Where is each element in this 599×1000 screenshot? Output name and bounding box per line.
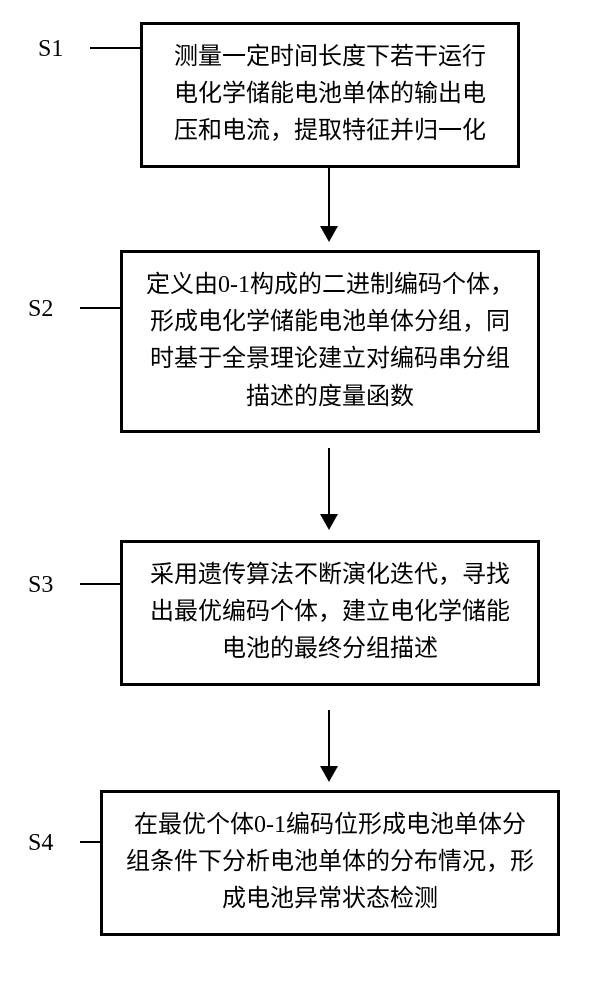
arrow-s1-s2 bbox=[328, 166, 330, 240]
step-box-s3: 采用遗传算法不断演化迭代，寻找出最优编码个体，建立电化学储能电池的最终分组描述 bbox=[120, 540, 540, 686]
arrow-s3-s4 bbox=[328, 710, 330, 780]
step-label-s1: S1 bbox=[38, 36, 63, 63]
flowchart-container: S1 测量一定时间长度下若干运行电化学储能电池单体的输出电压和电流，提取特征并归… bbox=[0, 0, 599, 1000]
step-label-s3: S3 bbox=[28, 572, 53, 599]
connector-s4 bbox=[80, 841, 100, 843]
step-box-s1: 测量一定时间长度下若干运行电化学储能电池单体的输出电压和电流，提取特征并归一化 bbox=[140, 22, 520, 168]
connector-s3 bbox=[80, 583, 120, 585]
step-label-s2: S2 bbox=[28, 296, 53, 323]
step-box-s2: 定义由0-1构成的二进制编码个体，形成电化学储能电池单体分组，同时基于全景理论建… bbox=[120, 250, 540, 433]
step-label-s4: S4 bbox=[28, 830, 53, 857]
step-box-s4: 在最优个体0-1编码位形成电池单体分组条件下分析电池单体的分布情况，形成电池异常… bbox=[100, 790, 560, 936]
connector-s2 bbox=[80, 307, 120, 309]
connector-s1 bbox=[90, 47, 140, 49]
connector-s1-vert bbox=[90, 47, 92, 49]
arrow-s2-s3 bbox=[328, 448, 330, 528]
